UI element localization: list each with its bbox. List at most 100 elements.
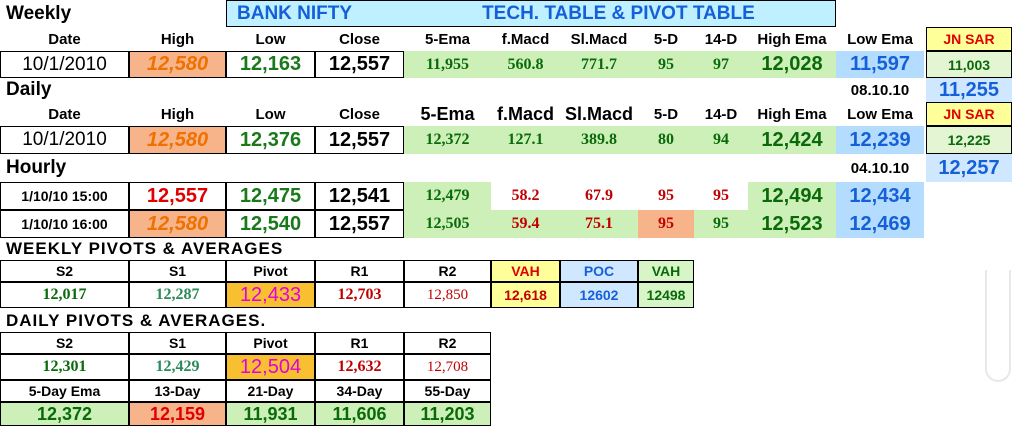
daily-low-ema: 12,239 xyxy=(836,126,924,154)
wp-col-pivot: Pivot xyxy=(226,260,315,282)
weekly-slmacd: 771.7 xyxy=(560,51,638,78)
decorative-curl xyxy=(985,270,1011,382)
col-low-ema: Low Ema xyxy=(847,30,913,48)
hourly-row2-close: 12,557 xyxy=(315,210,404,238)
daily-sar-value: 11,255 xyxy=(926,78,1012,102)
hourly-row1-high: 12,557 xyxy=(129,182,226,210)
weekly-high-ema: 12,028 xyxy=(748,51,836,78)
wp-col-vah: VAH xyxy=(491,260,560,282)
hourly-row1-slmacd: 67.9 xyxy=(585,187,613,204)
dp-col-r2: R2 xyxy=(404,332,491,354)
dp-r2: 12,708 xyxy=(404,354,491,380)
daily-low: 12,376 xyxy=(226,126,315,154)
wp-col-poc: POC xyxy=(560,260,638,282)
hourly-row2-5ema: 12,505 xyxy=(404,210,491,238)
hourly-row2-high-ema: 12,523 xyxy=(748,210,836,238)
daily-col-low-ema: Low Ema xyxy=(847,105,913,123)
dp-13day: 12,159 xyxy=(129,402,226,426)
hourly-row2-fmacd: 59.4 xyxy=(491,210,560,238)
hourly-row1-5d: 95 xyxy=(658,187,674,204)
daily-pivots-title: DAILY PIVOTS & AVERAGES. xyxy=(6,311,267,330)
daily-col-14d: 14-D xyxy=(704,105,738,123)
dp-s2: 12,301 xyxy=(0,354,129,380)
dp-col-pivot: Pivot xyxy=(226,332,315,354)
weekly-section-label: Weekly xyxy=(6,2,72,24)
daily-sar-date: 08.10.10 xyxy=(850,81,910,99)
wp-s1: 12,287 xyxy=(129,282,226,308)
daily-col-close: Close xyxy=(339,105,380,123)
wp-poc: 12602 xyxy=(560,282,638,308)
hourly-row1-date: 1/10/10 15:00 xyxy=(0,182,129,210)
daily-high: 12,580 xyxy=(129,126,226,154)
dp-col-5day-ema: 5-Day Ema xyxy=(0,380,129,402)
wp-r2: 12,850 xyxy=(404,282,491,308)
dp-col-34day: 34-Day xyxy=(315,380,404,402)
col-5ema: 5-Ema xyxy=(424,30,471,48)
daily-col-fmacd: f.Macd xyxy=(496,103,554,124)
col-close: Close xyxy=(339,30,380,48)
daily-fmacd: 127.1 xyxy=(491,126,560,154)
weekly-low: 12,163 xyxy=(226,51,315,78)
daily-col-slmacd: Sl.Macd xyxy=(564,103,634,124)
hourly-row1-low: 12,475 xyxy=(226,182,315,210)
col-fmacd: f.Macd xyxy=(501,30,550,48)
wp-s2: 12,017 xyxy=(0,282,129,308)
daily-col-jn-sar: JN SAR xyxy=(926,102,1012,126)
title-bank-nifty: BANK NIFTY xyxy=(237,2,353,24)
dp-col-r1: R1 xyxy=(315,332,404,354)
col-date: Date xyxy=(48,30,81,48)
daily-5ema: 12,372 xyxy=(404,126,491,154)
daily-14d: 94 xyxy=(694,126,748,154)
daily-high-ema: 12,424 xyxy=(748,126,836,154)
col-14d: 14-D xyxy=(704,30,738,48)
hourly-row2-low: 12,540 xyxy=(226,210,315,238)
wp-col-r2: R2 xyxy=(404,260,491,282)
wp-col-r1: R1 xyxy=(315,260,404,282)
daily-col-date: Date xyxy=(48,105,81,123)
hourly-row1-close: 12,541 xyxy=(315,182,404,210)
weekly-close: 12,557 xyxy=(315,51,404,78)
daily-col-5d: 5-D xyxy=(653,105,679,123)
hourly-row2-slmacd: 75.1 xyxy=(560,210,638,238)
hourly-row2-low-ema: 12,469 xyxy=(836,210,924,238)
daily-slmacd: 389.8 xyxy=(560,126,638,154)
hourly-row2-high: 12,580 xyxy=(129,210,226,238)
col-high-ema: High Ema xyxy=(757,30,827,48)
weekly-high: 12,580 xyxy=(129,51,226,78)
dp-col-21day: 21-Day xyxy=(226,380,315,402)
hourly-row2-14d: 95 xyxy=(694,210,748,238)
hourly-row2-5d: 95 xyxy=(638,210,694,238)
weekly-14d: 97 xyxy=(694,51,748,78)
title-tech-table: TECH. TABLE & PIVOT TABLE xyxy=(482,2,755,24)
dp-col-55day: 55-Day xyxy=(404,380,491,402)
wp-col-val: VAH xyxy=(638,260,694,282)
title-bar: BANK NIFTY TECH. TABLE & PIVOT TABLE xyxy=(226,0,836,27)
dp-col-s2: S2 xyxy=(0,332,129,354)
dp-r1: 12,632 xyxy=(315,354,404,380)
weekly-5d: 95 xyxy=(638,51,694,78)
hourly-row1-high-ema: 12,494 xyxy=(748,182,836,210)
col-high: High xyxy=(160,30,195,48)
col-low: Low xyxy=(255,30,286,48)
wp-r1: 12,703 xyxy=(315,282,404,308)
daily-col-high-ema: High Ema xyxy=(757,105,827,123)
daily-col-high: High xyxy=(160,105,195,123)
daily-close: 12,557 xyxy=(315,126,404,154)
dp-21day: 11,931 xyxy=(226,402,315,426)
hourly-row2-date: 1/10/10 16:00 xyxy=(0,210,129,238)
col-slmacd: Sl.Macd xyxy=(570,30,628,48)
col-jn-sar: JN SAR xyxy=(926,27,1012,51)
dp-col-13day: 13-Day xyxy=(129,380,226,402)
hourly-section-label: Hourly xyxy=(6,157,67,178)
dp-5day-ema: 12,372 xyxy=(0,402,129,426)
hourly-sar-date: 04.10.10 xyxy=(850,159,910,177)
hourly-row1-14d: 95 xyxy=(713,187,729,204)
wp-vah: 12,618 xyxy=(491,282,560,308)
dp-55day: 11,203 xyxy=(404,402,491,426)
daily-section-label: Daily xyxy=(6,79,52,100)
hourly-sar-value: 12,257 xyxy=(926,154,1012,182)
daily-date: 10/1/2010 xyxy=(0,126,129,154)
wp-col-s2: S2 xyxy=(0,260,129,282)
wp-pivot: 12,433 xyxy=(226,282,315,308)
dp-34day: 11,606 xyxy=(315,402,404,426)
